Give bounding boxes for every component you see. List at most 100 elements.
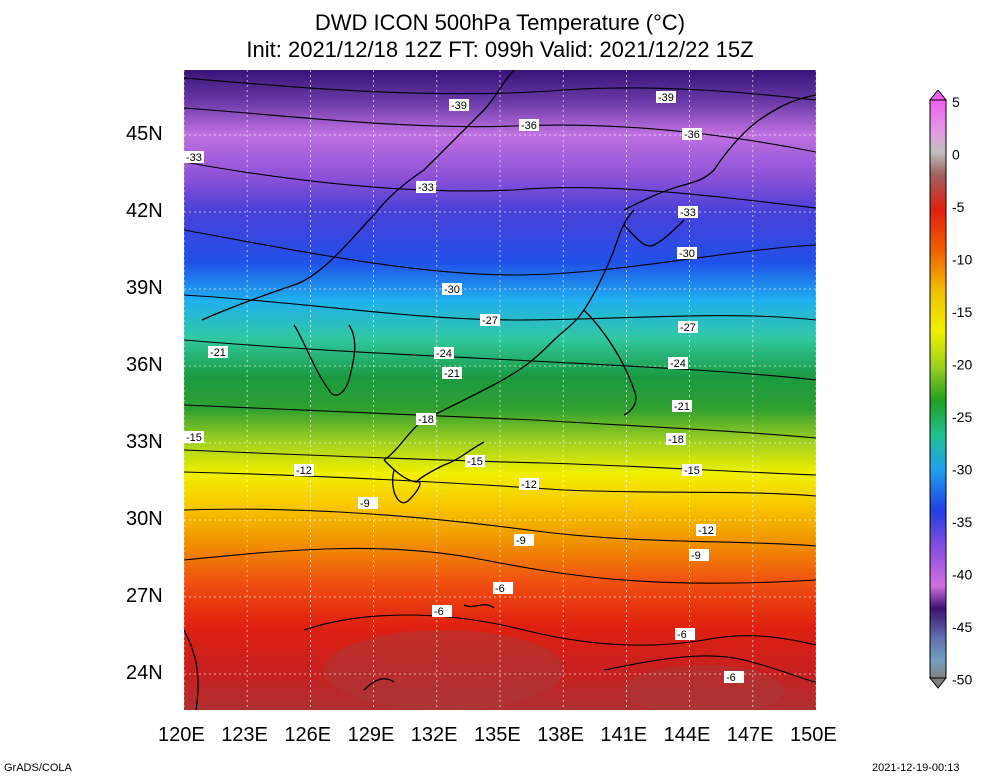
colorbar: 5 0 -5 -10 -15 -20 -25 -30 -35 -40 -45 -50 xyxy=(928,90,972,689)
contour-label: -33 xyxy=(416,181,436,194)
svg-text:-12: -12 xyxy=(698,525,714,537)
svg-text:-24: -24 xyxy=(670,358,686,370)
svg-text:-15: -15 xyxy=(186,432,202,444)
svg-text:-36: -36 xyxy=(521,120,537,132)
contour-label: -39 xyxy=(449,99,469,112)
lat-label: 30N xyxy=(126,508,163,530)
svg-text:-24: -24 xyxy=(436,348,452,360)
contour-label: -33 xyxy=(678,206,698,219)
contour-label: -15 xyxy=(682,464,702,477)
contour-label: -24 xyxy=(668,357,688,370)
contour-label: -24 xyxy=(434,347,454,360)
colorbar-tick: -10 xyxy=(952,252,972,268)
svg-text:-6: -6 xyxy=(434,606,444,618)
contour-label: -27 xyxy=(480,314,500,327)
contour-label: -9 xyxy=(514,534,534,547)
contour-label: -39 xyxy=(656,91,676,104)
lon-label: 150E xyxy=(790,724,837,746)
contour-label: -18 xyxy=(416,413,436,426)
colorbar-tick: -30 xyxy=(952,462,972,478)
contour-label: -21 xyxy=(442,367,462,380)
svg-text:-30: -30 xyxy=(679,248,695,260)
colorbar-tick: -5 xyxy=(952,199,965,215)
contour-label: -6 xyxy=(493,582,513,595)
lon-label: 138E xyxy=(537,724,584,746)
map-subtitle: Init: 2021/12/18 12Z FT: 099h Valid: 202… xyxy=(246,37,754,62)
lat-label: 42N xyxy=(126,200,163,222)
contour-label: -36 xyxy=(682,128,702,141)
contour-label: -21 xyxy=(208,346,228,359)
colorbar-tick: -35 xyxy=(952,514,972,530)
svg-text:-39: -39 xyxy=(658,92,674,104)
svg-text:-15: -15 xyxy=(684,465,700,477)
footer-left: GrADS/COLA xyxy=(4,762,72,774)
svg-text:-21: -21 xyxy=(674,401,690,413)
footer-right: 2021-12-19-00:13 xyxy=(872,762,960,774)
lon-label: 126E xyxy=(284,724,332,746)
svg-text:-9: -9 xyxy=(516,535,526,547)
temperature-map: -39 -39 -36 -36 -33 -33 -33 -30 -30 -27 -27 -24 -24 -… xyxy=(184,70,816,710)
svg-text:-21: -21 xyxy=(210,347,226,359)
lon-label: 120E xyxy=(158,724,205,746)
svg-text:-39: -39 xyxy=(451,100,467,112)
svg-text:-6: -6 xyxy=(677,629,687,641)
svg-text:-33: -33 xyxy=(418,182,434,194)
contour-label-group: -39 -39 -36 -36 -33 -33 -33 -30 -30 -27 -27 -24 -24 -… xyxy=(184,91,744,684)
svg-text:-33: -33 xyxy=(680,207,696,219)
contour-label: -9 xyxy=(689,549,709,562)
lat-label: 36N xyxy=(126,354,163,376)
contour-label: -6 xyxy=(432,605,452,618)
svg-text:-27: -27 xyxy=(482,315,498,327)
svg-text:-18: -18 xyxy=(668,434,684,446)
colorbar-tick: -25 xyxy=(952,409,972,425)
svg-text:-12: -12 xyxy=(296,465,312,477)
grid-lines xyxy=(184,70,816,710)
colorbar-tick: 0 xyxy=(952,147,960,163)
svg-text:-27: -27 xyxy=(680,322,696,334)
lon-label: 132E xyxy=(410,724,458,746)
colorbar-tick: 5 xyxy=(952,94,960,110)
contour-label: -33 xyxy=(184,151,204,164)
lat-label: 45N xyxy=(126,123,163,145)
svg-text:-36: -36 xyxy=(684,129,700,141)
lon-label: 135E xyxy=(474,724,521,746)
lat-label: 27N xyxy=(126,585,163,607)
contour-label: -21 xyxy=(672,400,692,413)
contour-label: -12 xyxy=(294,464,314,477)
contour-lines xyxy=(184,77,816,683)
svg-text:-33: -33 xyxy=(186,152,202,164)
colorbar-tick: -45 xyxy=(952,619,972,635)
contour-label: -36 xyxy=(519,119,539,132)
colorbar-tick: -40 xyxy=(952,567,972,583)
lat-label: 33N xyxy=(126,431,163,453)
svg-text:-9: -9 xyxy=(691,550,701,562)
contour-label: -15 xyxy=(465,455,485,468)
lat-label: 24N xyxy=(126,662,163,684)
svg-text:-6: -6 xyxy=(726,672,736,684)
colorbar-tick: -20 xyxy=(952,357,972,373)
contour-label: -27 xyxy=(678,321,698,334)
lon-label: 123E xyxy=(221,724,268,746)
svg-text:-12: -12 xyxy=(521,479,537,491)
colorbar-tick: -50 xyxy=(952,672,972,688)
svg-text:-9: -9 xyxy=(360,498,370,510)
contour-label: -15 xyxy=(184,431,204,444)
lon-label: 129E xyxy=(347,724,395,746)
svg-text:-6: -6 xyxy=(495,583,505,595)
contour-label: -12 xyxy=(696,524,716,537)
contour-label: -6 xyxy=(724,671,744,684)
colorbar-tick: -15 xyxy=(952,304,972,320)
svg-text:-15: -15 xyxy=(467,456,483,468)
lon-label: 144E xyxy=(663,724,711,746)
contour-label: -30 xyxy=(677,247,697,260)
svg-text:-30: -30 xyxy=(444,284,460,296)
contour-label: -12 xyxy=(519,478,539,491)
lon-label: 147E xyxy=(726,724,774,746)
contour-label: -30 xyxy=(442,283,462,296)
map-title: DWD ICON 500hPa Temperature (°C) xyxy=(314,10,686,35)
lat-label: 39N xyxy=(126,277,163,299)
contour-label: -6 xyxy=(675,628,695,641)
lon-label: 141E xyxy=(600,724,648,746)
svg-text:-18: -18 xyxy=(418,414,434,426)
contour-label: -9 xyxy=(358,497,378,510)
